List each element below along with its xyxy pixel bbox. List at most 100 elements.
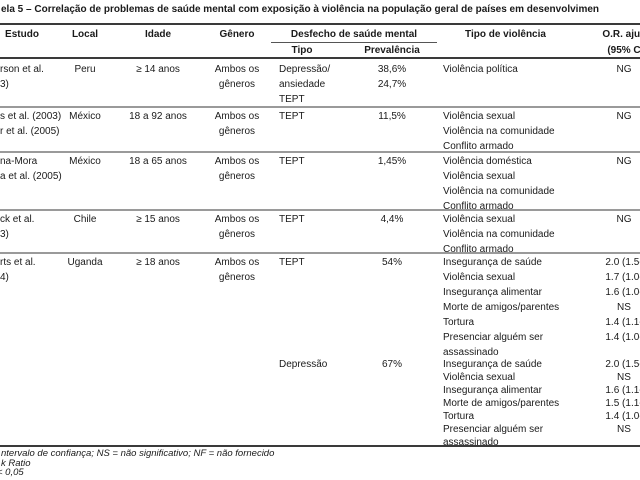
or-value: 1.4 (1.1- <box>605 317 640 328</box>
violence-list: Insegurança de saúde Violência sexual Inse… <box>443 358 581 449</box>
or-list: NG <box>588 109 640 124</box>
study-name-line: a et al. (2005) <box>0 171 62 182</box>
study-name-cell: rson et al. 3) <box>0 62 70 92</box>
outcome-type-line: Depressão/ <box>279 64 331 75</box>
study-age-cell: ≥ 18 anos <box>124 255 192 270</box>
study-country: Peru <box>74 64 96 75</box>
study-age-cell: ≥ 15 anos <box>124 212 192 227</box>
or-list: 2.0 (1.5- 1.7 (1.0- 1.6 (1.0- NS 1.4 (1.1- 1.… <box>588 255 640 345</box>
or-value: NS <box>617 302 631 313</box>
violence-list: Insegurança de saúde Violência sexual Inse… <box>443 255 581 360</box>
violence-item: Violência sexual <box>443 372 516 383</box>
footnote: ntervalo de confiança; NS = não signific… <box>1 448 275 459</box>
violence-item: Violência sexual <box>443 214 516 225</box>
col-header-genero: Gênero <box>219 29 255 40</box>
violence-item: Conflito armado <box>443 141 514 152</box>
outcome-prevalence: 1,45% <box>377 156 407 167</box>
study-name-cell: rts et al. 4) <box>0 255 70 285</box>
header-bottom-rule <box>0 57 640 59</box>
study-country-cell: Uganda <box>55 255 115 270</box>
col-header-desfecho-group: Desfecho de saúde mental <box>290 29 418 40</box>
or-value: NS <box>617 424 631 435</box>
violence-item: Violência na comunidade <box>443 186 555 197</box>
study-gender-line: gêneros <box>218 171 256 182</box>
outcome-type-line: TEPT <box>279 111 305 122</box>
violence-item: Presenciar alguém ser assassinado <box>443 424 544 448</box>
outcome-prevalence: 54% <box>381 257 402 268</box>
violence-item: Morte de amigos/parentes <box>443 302 560 313</box>
study-country: México <box>69 111 101 122</box>
col-header-estudo: Estudo <box>5 29 39 40</box>
table-title: ela 5 – Correlação de problemas de saúde… <box>1 4 600 15</box>
col-header-tipo-violencia: Tipo de violência <box>465 29 546 40</box>
study-country-cell: México <box>55 109 115 124</box>
or-value: 2.0 (1.5- <box>605 359 640 370</box>
study-name-line: 3) <box>0 79 9 90</box>
study-country-cell: Peru <box>55 62 115 77</box>
row-separator <box>0 106 640 108</box>
or-value: NG <box>616 156 632 167</box>
col-header-or-line2: (95% C <box>607 45 640 56</box>
col-header-idade: Idade <box>144 29 172 40</box>
col-header-prevalencia: Prevalência <box>364 45 420 56</box>
violence-item: Tortura <box>443 317 475 328</box>
study-name-line: 3) <box>0 229 9 240</box>
violence-item: Violência política <box>443 64 518 75</box>
study-gender-line: gêneros <box>218 79 256 90</box>
study-country: Uganda <box>67 257 103 268</box>
outcome-type-line: Depressão <box>279 359 328 370</box>
outcome-type-line: ansiedade <box>279 79 326 90</box>
outcome-type-cell: TEPT <box>279 255 357 270</box>
study-gender-line: Ambos os <box>214 214 260 225</box>
violence-list: Violência política <box>443 62 581 77</box>
study-name-cell: ck et al. 3) <box>0 212 70 242</box>
outcome-prevalence-cell: 67% <box>357 358 427 371</box>
or-value: 2.0 (1.5- <box>605 257 640 268</box>
outcome-type-line: TEPT <box>279 156 305 167</box>
outcome-prevalence-cell: 4,4% <box>357 212 427 227</box>
violence-item: Morte de amigos/parentes <box>443 398 560 409</box>
outcome-prevalence: 38,6% <box>377 64 407 75</box>
study-gender-line: gêneros <box>218 126 256 137</box>
violence-item: Insegurança de saúde <box>443 359 542 370</box>
col-header-local: Local <box>71 29 99 40</box>
study-gender-cell: Ambos os gêneros <box>205 255 269 285</box>
study-name-line: 4) <box>0 272 9 283</box>
violence-item: Insegurança alimentar <box>443 287 542 298</box>
study-name-line: rts et al. <box>0 257 36 268</box>
study-name-line: rson et al. <box>0 64 44 75</box>
violence-item: Violência sexual <box>443 111 516 122</box>
or-value: NS <box>617 372 631 383</box>
study-country: México <box>69 156 101 167</box>
study-age-cell: ≥ 14 anos <box>124 62 192 77</box>
or-list: 2.0 (1.5- NS 1.6 (1.1- 1.5 (1.1- 1.4 (1.0- NS <box>588 358 640 436</box>
study-age: 18 a 92 anos <box>129 111 187 122</box>
study-gender-line: Ambos os <box>214 111 260 122</box>
or-value: NG <box>616 111 632 122</box>
outcome-prevalence: 24,7% <box>377 79 407 90</box>
violence-item: Violência doméstica <box>443 156 532 167</box>
study-gender-cell: Ambos os gêneros <box>205 109 269 139</box>
study-gender-line: Ambos os <box>214 257 260 268</box>
violence-item: Violência na comunidade <box>443 126 555 137</box>
study-country-cell: Chile <box>55 212 115 227</box>
or-list: NG <box>588 62 640 77</box>
study-name-cell: s et al. (2003) r et al. (2005) <box>0 109 70 139</box>
study-name-line: r et al. (2005) <box>0 126 60 137</box>
study-age: 18 a 65 anos <box>129 156 187 167</box>
outcome-type-cell: Depressão <box>279 358 357 371</box>
violence-item: Conflito armado <box>443 244 514 255</box>
table-bottom-rule <box>0 445 640 447</box>
study-gender-line: gêneros <box>218 229 256 240</box>
or-value: 1.5 (1.1- <box>605 398 640 409</box>
or-value: NG <box>616 64 632 75</box>
violence-list: Violência doméstica Violência sexual Violê… <box>443 154 581 214</box>
outcome-type-cell: Depressão/ansiedade TEPT <box>279 62 357 107</box>
outcome-prevalence-cell: 54% <box>357 255 427 270</box>
study-gender-cell: Ambos os gêneros <box>205 62 269 92</box>
outcome-prevalence: 11,5% <box>378 111 406 122</box>
or-value: 1.7 (1.0- <box>605 272 640 283</box>
study-gender-line: Ambos os <box>214 64 260 75</box>
outcome-prevalence-cell: 11,5% <box>357 109 427 124</box>
